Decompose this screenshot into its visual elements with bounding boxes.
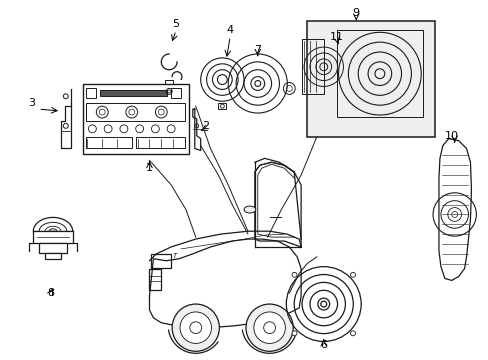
Circle shape [350,331,355,336]
Bar [302,39,323,94]
Circle shape [350,273,355,277]
Bar [100,90,167,96]
Text: 1: 1 [146,163,153,173]
Bar [151,254,171,267]
Circle shape [180,312,211,343]
Text: 10: 10 [444,131,458,141]
Bar [86,89,96,98]
Bar [82,84,188,154]
Bar [86,137,131,148]
Circle shape [291,331,296,336]
Bar [136,137,184,148]
Bar [218,103,226,109]
Circle shape [245,304,293,351]
Bar [45,253,61,259]
Bar [149,269,161,290]
Text: 3: 3 [28,98,35,108]
Bar [86,103,184,121]
Bar [171,89,181,98]
Text: T: T [173,253,177,259]
Circle shape [291,273,296,277]
Ellipse shape [244,206,255,213]
Bar [336,30,422,117]
Circle shape [253,312,285,343]
Text: 9: 9 [352,8,359,18]
Bar [306,21,434,137]
Circle shape [172,304,219,351]
Text: 4: 4 [226,25,233,35]
Bar [165,80,173,85]
Bar [39,243,67,253]
Text: 8: 8 [47,288,55,298]
Polygon shape [438,139,470,280]
Bar [33,231,73,243]
Text: 6: 6 [320,341,326,350]
Text: 2: 2 [202,121,209,131]
Ellipse shape [49,229,57,234]
Text: 5: 5 [172,19,179,30]
Text: 11: 11 [329,32,343,42]
Text: 7: 7 [254,45,261,55]
